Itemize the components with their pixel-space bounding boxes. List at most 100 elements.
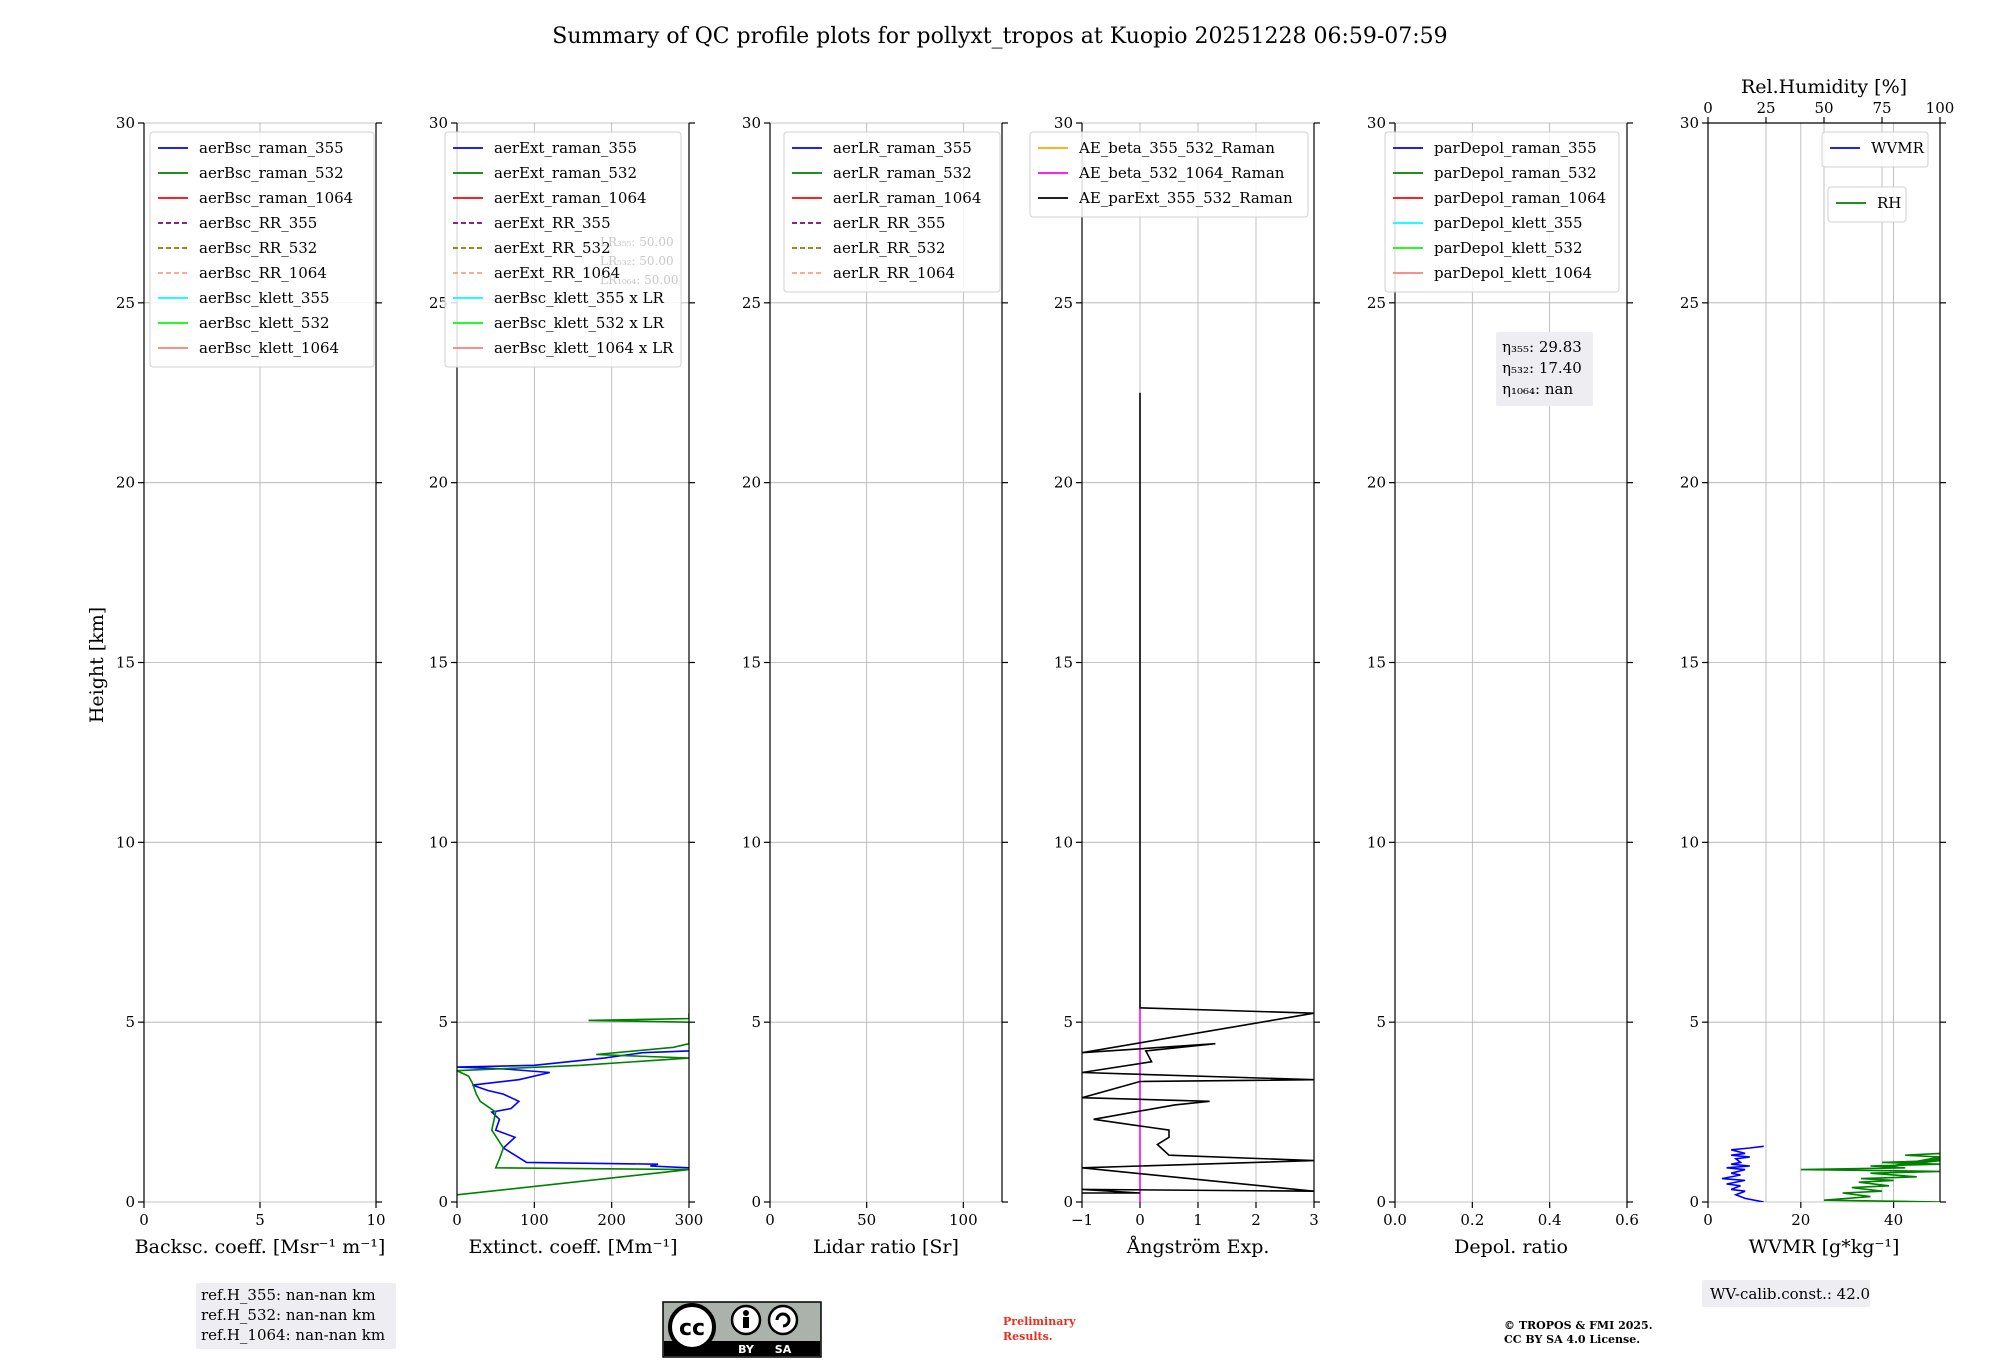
y-tick-label: 30 [1054,114,1073,132]
legend-label: aerExt_RR_355 [494,214,611,232]
cc-text: cc [679,1316,705,1341]
legend-label: aerBsc_raman_355 [199,139,344,157]
y-tick-label: 10 [1054,833,1073,851]
legend-label: AE_beta_355_532_Raman [1078,139,1275,157]
cc-by-sa-badge: cc BY SA [662,1301,822,1358]
legend-lr: aerLR_raman_355 aerLR_raman_532 aerLR_rama… [783,131,1001,293]
y-ticks-ext: 0 5 10 15 20 25 30 [429,114,695,1211]
y-tick-label: 0 [438,1193,448,1211]
series-line-RH [1800,1152,1940,1202]
legend-label: AE_beta_532_1064_Raman [1078,164,1285,182]
y-tick-label: 30 [116,114,135,132]
y-tick-label: 10 [1367,833,1386,851]
preliminary-line1: Preliminary [1003,1315,1076,1328]
refh-355: ref.H_355: nan-nan km [201,1286,376,1304]
y-tick-label: 15 [1054,654,1073,672]
legend-frame [1384,131,1620,293]
x-tick-label: 0.4 [1538,1211,1562,1229]
legend-label: aerExt_raman_355 [494,139,637,157]
legend-label: aerLR_RR_1064 [833,264,955,282]
legend-label: aerBsc_raman_1064 [199,189,353,207]
y-ticks-lr: 0 5 10 15 20 25 30 [742,114,1008,1211]
y-tick-label: 0 [1376,1193,1386,1211]
legend-label: aerLR_raman_355 [833,139,972,157]
y-tick-label: 30 [1680,114,1699,132]
y-tick-label: 10 [742,833,761,851]
panel-bsc: 0 5 10 15 20 25 30 0 5 10 Backsc. coeff. [Msr⁻¹ m⁻… [116,114,386,1258]
legend-label: aerLR_RR_355 [833,214,945,232]
sa-label: SA [775,1343,792,1356]
legend-frame [149,131,375,368]
legend-label: aerLR_RR_532 [833,239,945,257]
y-tick-label: 10 [116,833,135,851]
x-axis-label-bsc: Backsc. coeff. [Msr⁻¹ m⁻¹] [135,1236,386,1258]
eta-box: η₃₅₅: 29.83 η₅₃₂: 17.40 η₁₀₆₄: nan [1496,332,1593,406]
x-tick-label: 1 [1193,1211,1203,1229]
legend-label: aerBsc_klett_355 x LR [494,289,665,307]
x-ticks-ae: −1 0 1 2 3 [1071,1202,1319,1229]
y-tick-label: 0 [1063,1193,1073,1211]
x-tick-label: 3 [1309,1211,1319,1229]
legend-frame [444,131,682,368]
top-x-tick-label: 0 [1703,99,1713,117]
legend-label: aerBsc_RR_1064 [199,264,327,282]
y-tick-label: 25 [742,294,761,312]
legend-label: aerBsc_klett_532 x LR [494,314,665,332]
legend-label: parDepol_raman_1064 [1434,189,1606,207]
reference-height-box: ref.H_355: nan-nan km ref.H_532: nan-nan… [196,1283,396,1349]
refh-532: ref.H_532: nan-nan km [201,1306,376,1324]
legend-label: aerBsc_RR_532 [199,239,317,257]
x-ticks-dep: 0.0 0.2 0.4 0.6 [1383,1202,1639,1229]
copyright-line2: CC BY SA 4.0 License. [1504,1333,1640,1346]
copyright-note: © TROPOS & FMI 2025. CC BY SA 4.0 Licens… [1504,1319,1653,1346]
legend-label: parDepol_klett_1064 [1434,264,1592,282]
x-tick-label: 5 [255,1211,265,1229]
lr-532: LR₅₃₂: 50.00 [600,254,674,268]
legend-label: parDepol_raman_355 [1434,139,1597,157]
legend-frame [1029,131,1309,218]
legend-label: aerBsc_klett_1064 x LR [494,339,674,357]
legend-label: aerExt_raman_532 [494,164,637,182]
x-tick-label: 0.6 [1615,1211,1639,1229]
wv-calib-const: WV-calib.const.: 42.0 [1710,1285,1870,1303]
legend-label: parDepol_klett_355 [1434,214,1583,232]
x-tick-label: 0.0 [1383,1211,1407,1229]
x-axis-label-ae: Ångström Exp. [1126,1236,1270,1258]
x-axis-label-dep: Depol. ratio [1454,1236,1568,1258]
y-tick-label: 10 [429,833,448,851]
x-axis-label-wv: WVMR [g*kg⁻¹] [1749,1236,1900,1258]
top-x-axis-label: Rel.Humidity [%] [1741,76,1907,98]
y-tick-label: 0 [1689,1193,1699,1211]
legend-bsc: aerBsc_raman_355 aerBsc_raman_532 aerBsc_r… [149,131,375,368]
legend-ae: AE_beta_355_532_Raman AE_beta_532_1064_Ra… [1029,131,1309,218]
legend-label: aerBsc_RR_355 [199,214,317,232]
preliminary-line2: Results. [1003,1330,1053,1343]
copyright-line1: © TROPOS & FMI 2025. [1504,1319,1653,1332]
y-tick-label: 25 [1054,294,1073,312]
y-tick-label: 30 [1367,114,1386,132]
x-tick-label: 100 [949,1211,978,1229]
legend-wv: WVMR [1821,131,1929,168]
x-ticks-bsc: 0 5 10 [139,1202,386,1229]
x-tick-label: 0 [1135,1211,1145,1229]
legend-label: aerBsc_klett_355 [199,289,330,307]
legend-label: aerBsc_raman_532 [199,164,344,182]
x-tick-label: 2 [1251,1211,1261,1229]
y-tick-label: 25 [429,294,448,312]
y-tick-label: 5 [125,1013,135,1031]
y-tick-label: 15 [116,654,135,672]
x-tick-label: 20 [1791,1211,1810,1229]
share-alike-icon [767,1304,799,1336]
y-tick-label: 25 [116,294,135,312]
x-tick-label: 40 [1884,1211,1903,1229]
y-ticks-bsc: 0 5 10 15 20 25 30 [116,114,382,1211]
grid-ae [1081,122,1315,1203]
x-tick-label: 100 [520,1211,549,1229]
y-ticks-ae: 0 5 10 15 20 25 30 [1054,114,1320,1211]
y-tick-label: 20 [1367,474,1386,492]
legend-label: aerLR_raman_1064 [833,189,981,207]
refh-1064: ref.H_1064: nan-nan km [201,1326,385,1344]
